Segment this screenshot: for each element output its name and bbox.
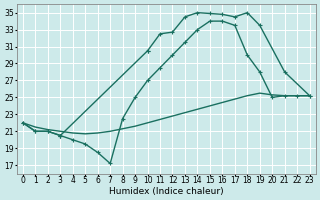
X-axis label: Humidex (Indice chaleur): Humidex (Indice chaleur) — [109, 187, 224, 196]
